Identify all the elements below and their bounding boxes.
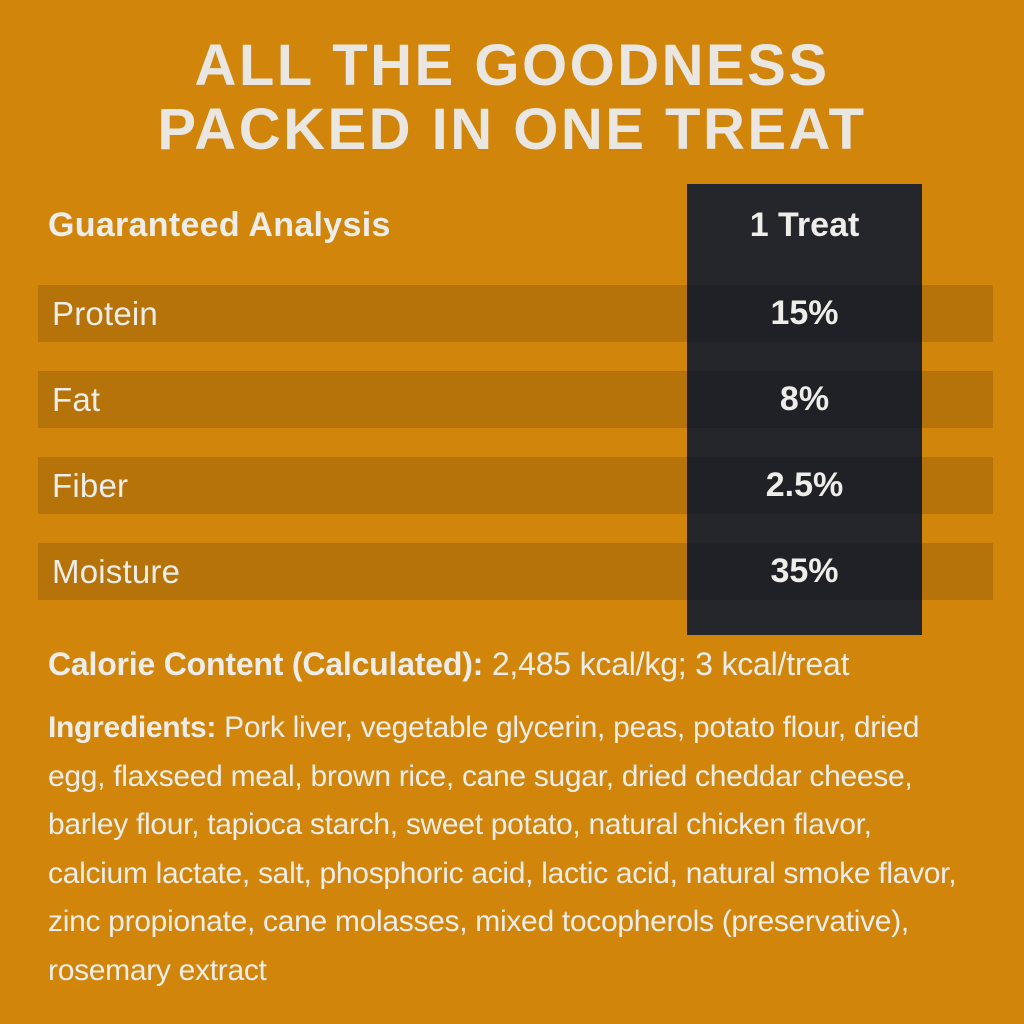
row-value-fiber: 2.5% [765,466,844,504]
guaranteed-analysis-header: Guaranteed Analysis [48,205,391,244]
ingredients-label: Ingredients: [48,711,217,744]
ingredients-paragraph: Ingredients: Pork liver, vegetable glyce… [48,704,978,995]
calorie-content-value: 2,485 kcal/kg; 3 kcal/treat [491,646,850,682]
calorie-content-line: Calorie Content (Calculated): 2,485 kcal… [48,646,994,683]
table-row-band [38,371,993,428]
table-row-band [38,285,993,342]
column-header-1-treat: 1 Treat [749,205,860,244]
ingredients-text: Pork liver, vegetable glycerin, peas, po… [48,711,957,987]
page-title: ALL THE GOODNESS PACKED IN ONE TREAT [0,34,1024,162]
row-value-moisture: 35% [770,552,839,590]
row-label-protein: Protein [52,294,158,332]
row-label-fat: Fat [52,380,101,418]
table-row-band [38,543,993,600]
treat-value-column [687,184,922,635]
calorie-content-label: Calorie Content (Calculated): [48,646,484,682]
row-value-fat: 8% [779,380,830,418]
page-title-line2: PACKED IN ONE TREAT [157,97,867,162]
page-title-line1: ALL THE GOODNESS [194,33,830,98]
row-label-moisture: Moisture [52,552,181,590]
row-label-fiber: Fiber [52,466,129,504]
row-value-protein: 15% [770,294,839,332]
table-row-band [38,457,993,514]
